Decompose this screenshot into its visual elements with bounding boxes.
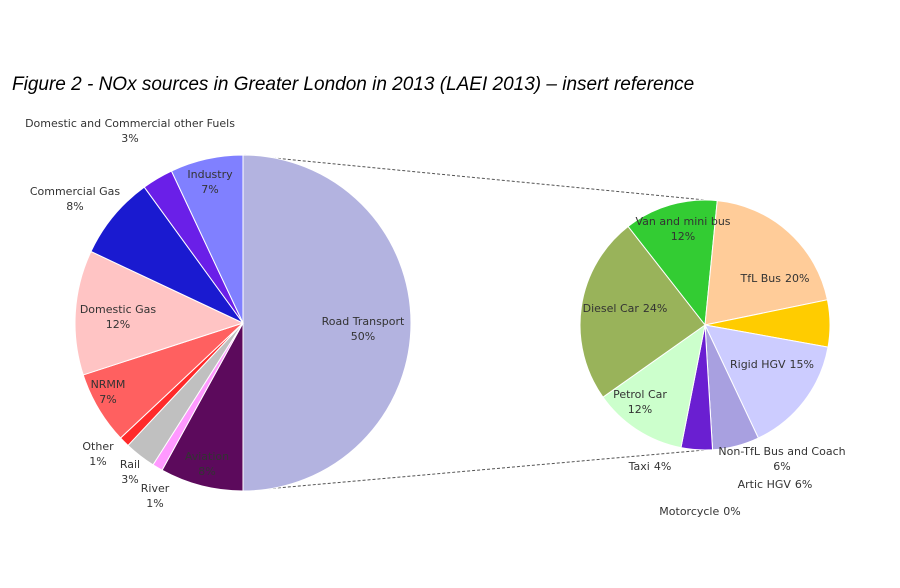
slice-name: Domestic Gas [80, 303, 157, 316]
slice-name: NRMM [91, 378, 126, 391]
slice-value: 0% [723, 505, 740, 518]
slice-label: TfL Bus 20% [740, 272, 810, 285]
pie-slice [627, 199, 718, 327]
slice-value: 4% [654, 460, 671, 473]
slice-value: 8% [66, 200, 83, 213]
slice-label: Aviation 8% [185, 450, 229, 478]
slice-name: Industry [187, 168, 233, 181]
slice-value: 50% [351, 330, 375, 343]
slice-name: Non-TfL Bus and Coach [718, 445, 845, 458]
slice-name: Aviation [185, 450, 229, 463]
slice-name: Artic HGV [738, 478, 792, 491]
slice-value: 12% [106, 318, 130, 331]
slice-name: Rail [120, 458, 140, 471]
figure-title: Figure 2 - NOx sources in Greater London… [12, 74, 694, 95]
slice-name: Rigid HGV [730, 358, 786, 371]
slice-label: Road Transport 50% [322, 315, 405, 343]
pie-slice [579, 225, 706, 398]
slice-label: Artic HGV 6% [738, 478, 813, 491]
slice-label: Van and mini bus 12% [635, 215, 730, 243]
slice-label: NRMM 7% [91, 378, 126, 406]
slice-value: 3% [121, 132, 138, 145]
slice-value: 6% [773, 460, 790, 473]
slice-label: Non-TfL Bus and Coach 6% [718, 445, 845, 473]
pie-slice [704, 200, 829, 326]
slice-name: Diesel Car [583, 302, 640, 315]
slice-name: Van and mini bus [635, 215, 730, 228]
slice-value: 1% [146, 497, 163, 510]
pies: Road Transport 50% Aviation 8% River 1% Rail 3%… [25, 117, 846, 518]
slice-label: Petrol Car 12% [613, 388, 667, 416]
slice-name: Taxi [628, 460, 650, 473]
connector [242, 449, 706, 492]
slice-name: River [141, 482, 170, 495]
slice-value: 12% [671, 230, 695, 243]
pie-slice [74, 250, 245, 376]
slice-name: Petrol Car [613, 388, 667, 401]
slice-value: 7% [201, 183, 218, 196]
pie-slice [242, 154, 412, 492]
slice-value: 6% [795, 478, 812, 491]
slice-value: 8% [198, 465, 215, 478]
slice-label: Industry 7% [187, 168, 233, 196]
slice-value: 20% [785, 272, 809, 285]
slice-name: Motorcycle [659, 505, 719, 518]
slice-value: 1% [89, 455, 106, 468]
pie-slice [704, 324, 829, 439]
pie-slice [602, 323, 706, 449]
slice-label: River 1% [141, 482, 170, 510]
slice-label: Taxi 4% [628, 460, 672, 473]
slice-label: Rail 3% [120, 458, 140, 486]
slice-label: Diesel Car 24% [583, 302, 668, 315]
slice-value: 12% [628, 403, 652, 416]
slice-name: Domestic and Commercial other Fuels [25, 117, 235, 130]
slice-label: Domestic Gas 12% [80, 303, 157, 331]
slice-label: Commercial Gas 8% [30, 185, 121, 213]
slice-name: Other [82, 440, 114, 453]
connector [242, 154, 706, 201]
slice-name: Road Transport [322, 315, 405, 328]
slice-label: Other 1% [82, 440, 114, 468]
slice-label: Motorcycle 0% [659, 505, 740, 518]
slice-name: Commercial Gas [30, 185, 121, 198]
slice-name: TfL Bus [740, 272, 782, 285]
pie-slice [170, 154, 244, 324]
slice-value: 15% [790, 358, 814, 371]
slice-value: 3% [121, 473, 138, 486]
slice-value: 7% [99, 393, 116, 406]
slice-value: 24% [643, 302, 667, 315]
slice-label: Domestic and Commercial other Fuels 3% [25, 117, 235, 145]
slice-label: Rigid HGV 15% [730, 358, 814, 371]
